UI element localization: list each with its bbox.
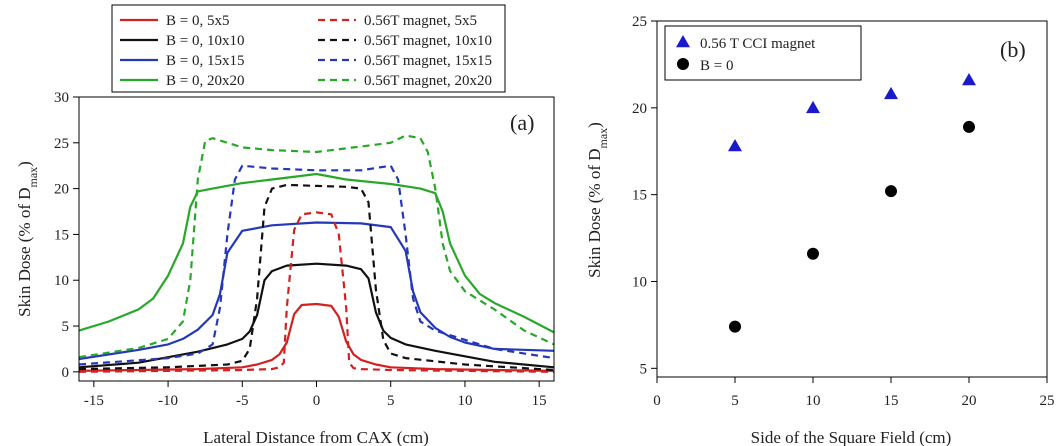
panel-a-legend-label-0: B = 0, 5x5 [166,13,229,29]
panel-b-frame [656,20,1048,378]
panel-a-y-tick-label: 30 [54,90,69,106]
panel-b-legend-marker-1 [677,58,689,70]
panel-a-legend-label-4: 0.56T magnet, 5x5 [364,13,477,29]
panel-a-legend-box [111,4,506,93]
panel-a-legend-label-6: 0.56T magnet, 15x15 [364,53,492,69]
panel-b-points [728,73,976,333]
panel-a-legend-label-3: B = 0, 20x20 [166,73,244,89]
panel-b-triangle-point-3 [962,73,976,86]
panel-b-x-tick-label: 10 [806,393,821,409]
panel-b-y-tick-label: 5 [640,361,648,377]
panel-b-x-tick-label: 5 [731,393,739,409]
panel-a-y-tick-label: 15 [54,227,69,243]
panel-b-triangle-point-2 [884,86,898,100]
panel-a-y-axis-label-sub: max [26,167,40,188]
panel-a-x-tick-label: -5 [236,393,249,409]
panel-a-series-line-7 [78,134,555,359]
panel-b-legend-box [664,25,862,81]
panel-a-series-line-5 [78,183,555,372]
panel-b-y-tick-label: 25 [632,14,647,30]
panel-a-legend-label-2: B = 0, 15x15 [166,53,244,69]
panel-a-legend-label-1: B = 0, 10x10 [166,33,244,49]
panel-b-legend-marker-0 [676,35,690,48]
panel-b-circle-point-1 [807,247,819,260]
panel-b-y-tick-label: 15 [632,188,647,204]
panel-a-x-tick-label: 10 [457,393,472,409]
panel-b-x-tick-label: 25 [1040,393,1055,409]
panel-a-y-tick-label: 0 [62,365,70,381]
panel-a: -15 -10 -5 0 5 10 15 0 5 10 15 20 25 30 (a) Lateral D… [15,4,555,446]
panel-b-x-tick-label: 15 [884,393,899,409]
panel-b-legend: 0.56 T CCI magnet B = 0 [664,25,862,81]
panel-b-circle-point-2 [885,185,897,198]
panel-b-legend-label-0: 0.56 T CCI magnet [700,36,816,52]
panel-a-frame [78,96,555,382]
panel-b-triangle-point-0 [728,139,742,152]
panel-a-legend-label-5: 0.56T magnet, 10x10 [364,33,492,49]
panel-a-legend-label-7: 0.56T magnet, 20x20 [364,73,492,89]
panel-a-y-axis-label-main: Skin Dose (% of D [15,187,34,316]
panel-a-series-line-6 [78,164,555,366]
panel-b-circle-point-3 [963,120,975,133]
panel-a-y-tick-label: 10 [54,273,69,289]
panel-b-y-axis-label-close: ) [585,122,604,128]
panel-a-x-axis-label: Lateral Distance from CAX (cm) [203,428,429,446]
panel-b-label: (b) [1000,37,1026,62]
panel-a-series-line-1 [78,262,555,369]
panel-a-y-axis-label-close: ) [15,161,34,167]
panel-b-y-axis-label-sub: max [596,128,610,149]
panel-a-y-tick-label: 5 [62,319,70,335]
panel-a-y-tick-label: 25 [54,136,69,152]
panel-a-series-line-0 [78,302,555,372]
panel-b-y-axis-label-main: Skin Dose (% of D [585,148,604,277]
panel-a-label: (a) [510,110,534,135]
panel-a-y-tick-label: 20 [54,182,69,198]
panel-a-x-tick-label: 15 [532,393,547,409]
panel-b-circle-point-0 [729,320,741,333]
panel-b-y-axis-label: Skin Dose (% of Dmax) [585,122,610,278]
panel-a-series [78,134,555,373]
panel-a-x-tick-label: 5 [387,393,395,409]
panel-a-legend: B = 0, 5x5 B = 0, 10x10 B = 0, 15x15 B = 0,… [111,4,506,93]
panel-a-series-line-3 [78,172,555,334]
panel-b-triangle-point-1 [806,100,820,114]
panel-b-x-tick-label: 20 [962,393,977,409]
panel-a-x-tick-label: -10 [158,393,178,409]
panel-b-legend-label-1: B = 0 [700,58,733,74]
panel-b-y-tick-label: 20 [632,101,647,117]
panel-a-series-line-4 [78,211,555,373]
panel-a-ticks: -15 -10 -5 0 5 10 15 0 5 10 15 20 25 30 [54,90,547,409]
panel-a-series-line-2 [78,221,555,361]
panel-a-x-tick-label: -15 [84,393,104,409]
panel-a-x-tick-label: 0 [313,393,321,409]
panel-b-y-tick-label: 10 [632,274,647,290]
panel-b-x-tick-label: 0 [653,393,661,409]
panel-a-y-axis-label: Skin Dose (% of Dmax) [15,161,40,317]
panel-b-x-axis-label: Side of the Square Field (cm) [751,428,952,446]
